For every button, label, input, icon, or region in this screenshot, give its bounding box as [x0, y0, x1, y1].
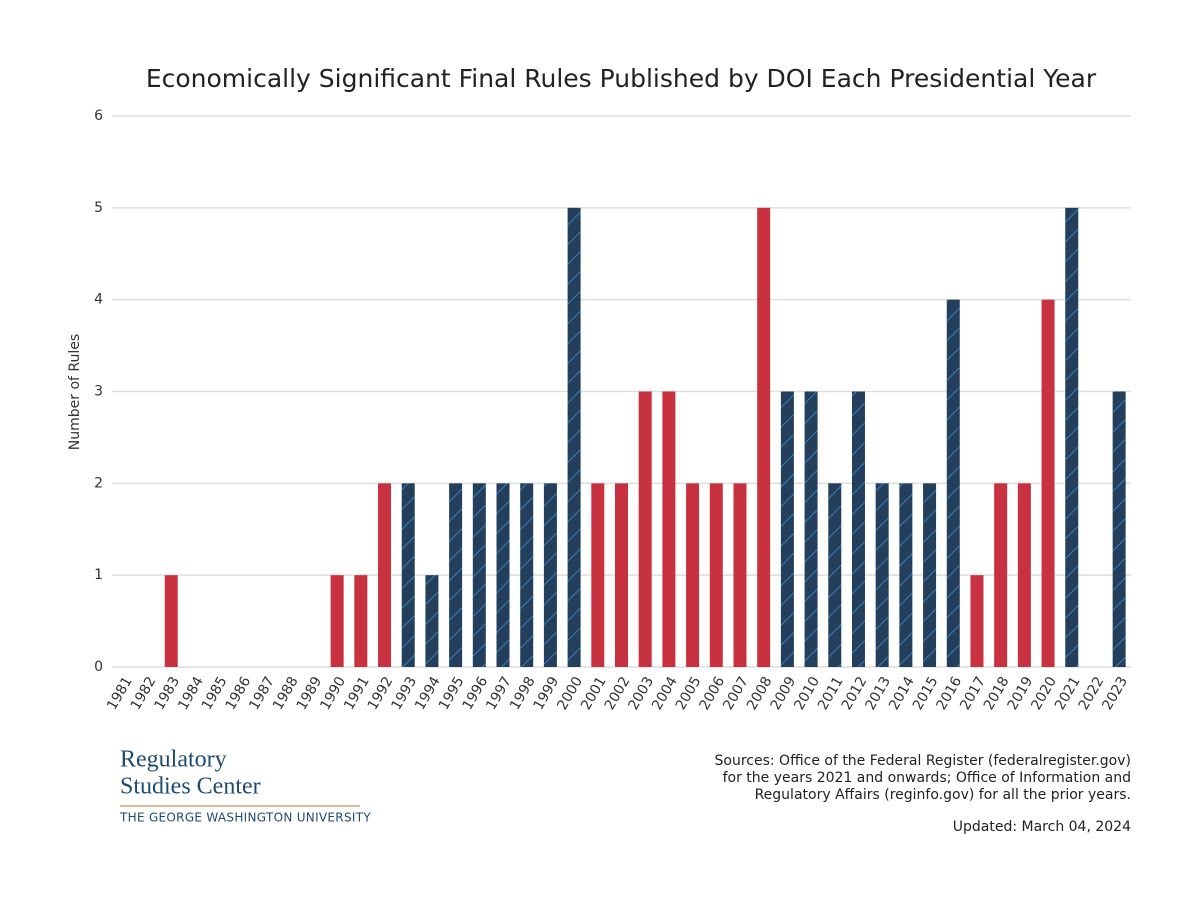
bar — [591, 483, 605, 667]
bar — [662, 391, 676, 667]
bar-hatch — [567, 207, 581, 668]
bar-hatch — [496, 483, 510, 667]
bar — [378, 483, 392, 667]
bar — [757, 207, 771, 668]
y-tick-label: 3 — [94, 384, 103, 400]
y-tick-label: 0 — [94, 659, 103, 675]
y-tick-label: 6 — [94, 108, 103, 124]
sources-line: for the years 2021 and onwards; Office o… — [723, 770, 1131, 786]
chart-title: Economically Significant Final Rules Pub… — [146, 64, 1097, 93]
bar-hatch — [780, 391, 794, 667]
bar — [354, 575, 368, 667]
bar-hatch — [946, 299, 960, 667]
bar — [1017, 483, 1031, 667]
y-axis-label: Number of Rules — [67, 334, 83, 450]
footer: Regulatory Studies Center THE GEORGE WAS… — [119, 747, 1131, 836]
y-tick-label: 2 — [94, 475, 103, 491]
logo-subtitle: THE GEORGE WASHINGTON UNIVERSITY — [119, 811, 371, 825]
bar-hatch — [425, 575, 439, 667]
bar-hatch — [828, 483, 842, 667]
sources-line: Regulatory Affairs (reginfo.gov) for all… — [755, 787, 1131, 803]
y-tick-label: 1 — [94, 567, 103, 583]
updated: Updated: March 04, 2024 — [953, 819, 1131, 835]
bar-hatch — [520, 483, 534, 667]
bar-hatch — [401, 483, 415, 667]
bar-hatch — [899, 483, 913, 667]
logo-line: Studies Center — [120, 774, 261, 800]
y-tick-label: 4 — [94, 292, 103, 308]
bar — [164, 575, 178, 667]
bar-hatch — [923, 483, 937, 667]
bar — [615, 483, 628, 667]
bar — [330, 575, 344, 667]
bar-hatch — [875, 483, 889, 667]
y-tick-label: 5 — [94, 200, 103, 216]
sources-line: Sources: Office of the Federal Register … — [715, 753, 1131, 769]
bar — [709, 483, 723, 667]
bar — [686, 483, 700, 667]
bar-hatch — [449, 483, 463, 667]
bar — [733, 483, 747, 667]
bar-hatch — [1112, 391, 1126, 667]
bar — [1041, 299, 1055, 667]
bar-hatch — [804, 391, 818, 667]
bar-hatch — [851, 391, 865, 667]
bar — [994, 483, 1008, 667]
bar-hatch — [472, 483, 486, 667]
bar — [970, 575, 984, 667]
bar-hatch — [1065, 207, 1079, 668]
bar-hatch — [543, 483, 557, 667]
logo-line: Regulatory — [120, 747, 227, 773]
bar — [638, 391, 652, 667]
